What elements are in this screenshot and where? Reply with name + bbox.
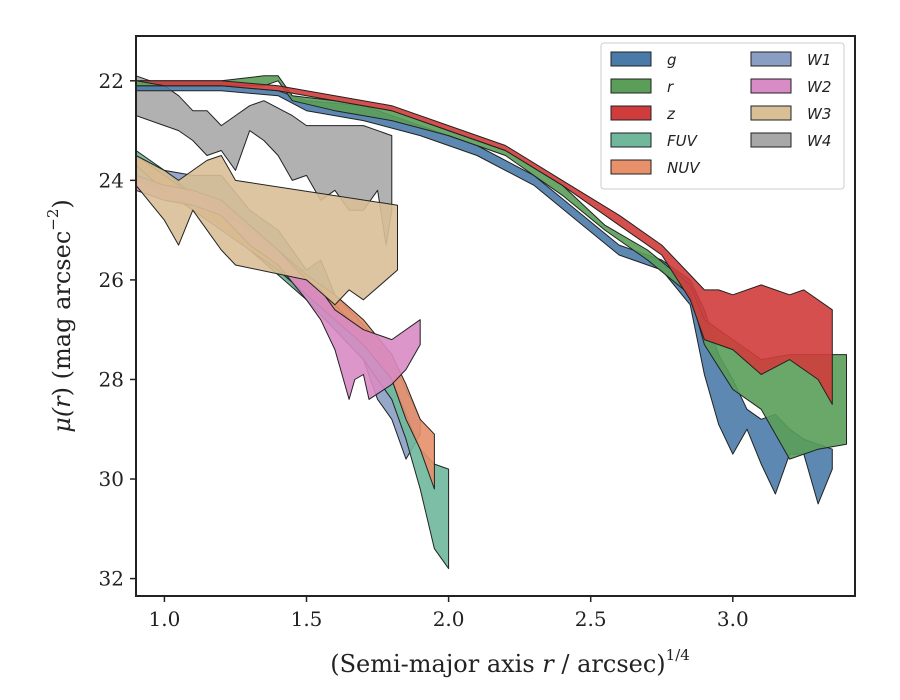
legend-label-g: g [667,51,677,69]
x-tick-label: 1.5 [291,607,323,631]
y-tick-label: 22 [99,69,124,93]
x-tick-label: 2.0 [433,607,465,631]
legend-swatch-w2 [750,78,792,94]
legend-label-z: z [666,105,676,123]
x-axis-label-var: r [542,650,555,678]
legend-swatch-w3 [750,105,792,121]
x-tick-label: 3.0 [717,607,749,631]
band-w4 [136,75,393,246]
legend-label-w4: W4 [807,132,831,150]
x-tick-label: 2.5 [575,607,607,631]
x-axis-label-main: (Semi-major axis [330,650,542,678]
legend-swatch-z [610,105,652,121]
plot-frame [135,35,856,597]
y-axis-label-end: ) [48,199,76,208]
band-z [136,80,833,405]
y-tick-label: 30 [99,467,124,491]
x-axis-label-sup: 1/4 [666,646,690,664]
x-tick-label: 1.0 [149,607,181,631]
legend-swatch-w4 [750,132,792,148]
legend: grz FUV NUV W1 W2 W3 W4 [600,42,845,190]
legend-swatch-nuv [610,159,652,175]
legend-label-fuv: FUV [667,132,699,150]
y-axis-label-post: ) (mag arcsec [48,231,76,397]
x-axis-ticks: 1.0 1.5 2.0 2.5 3.0 [149,596,749,631]
y-axis-label: μ(r) (mag arcsec−2) [44,199,76,433]
y-tick-label: 32 [99,567,124,591]
legend-swatch-w1 [750,51,792,67]
x-axis-label: (Semi-major axis r / arcsec)1/4 [330,646,690,678]
y-tick-label: 26 [99,268,124,292]
legend-label-w3: W3 [807,105,831,123]
y-tick-label: 24 [99,168,124,192]
x-axis-label-unit: / arcsec) [554,650,666,678]
series-bands [136,75,847,570]
legend-swatch-g [610,51,652,67]
band-w3 [136,155,398,306]
y-axis-ticks: 22 24 26 28 30 32 [99,69,136,591]
legend-label-nuv: NUV [667,159,701,177]
legend-swatch-r [610,78,652,94]
y-axis-label-sup: −2 [44,209,62,231]
y-tick-label: 28 [99,367,124,391]
y-axis-label-var: r [48,395,76,408]
legend-swatch-fuv [610,132,652,148]
legend-label-w1: W1 [807,51,831,69]
legend-label-r: r [667,78,674,96]
legend-label-w2: W2 [807,78,831,96]
y-axis-label-pre: μ( [48,407,76,433]
